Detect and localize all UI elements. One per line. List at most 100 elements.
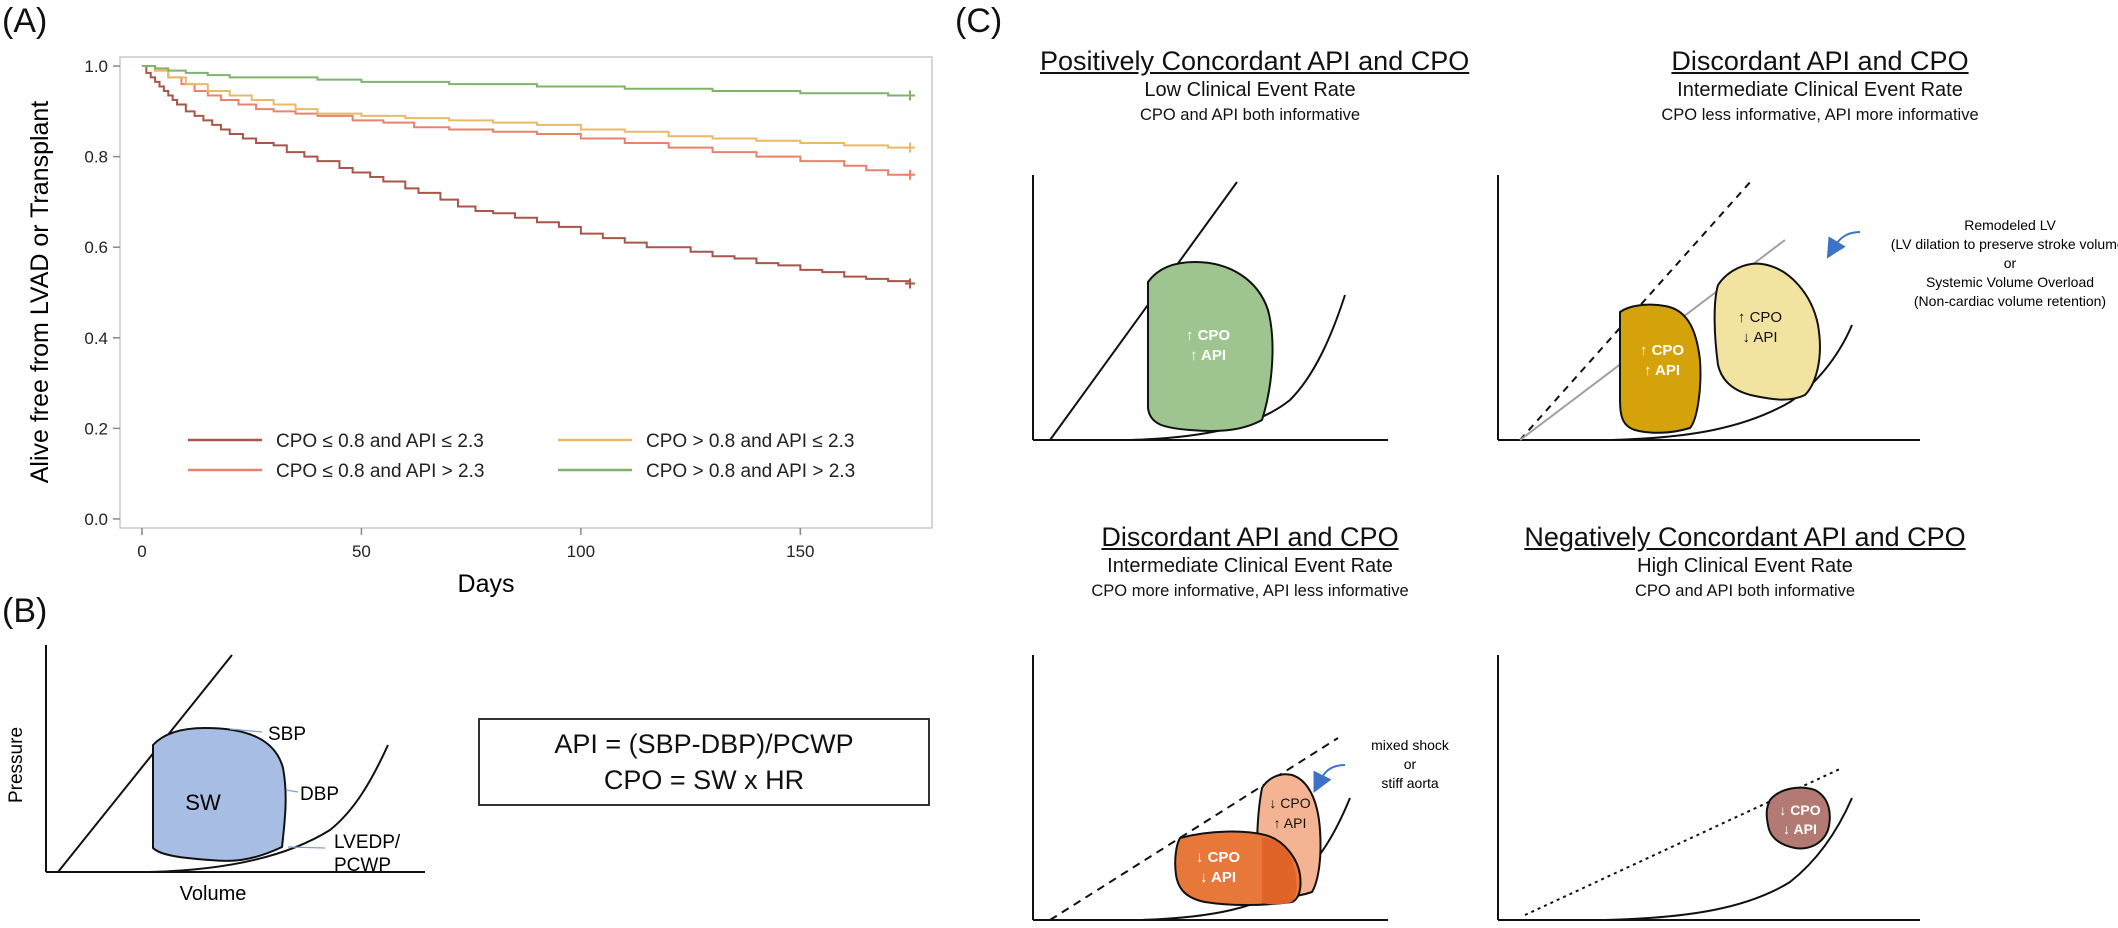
scenario-4-title: Negatively Concordant API and CPO xyxy=(1524,522,1966,552)
scenario-3-detail: CPO more informative, API less informati… xyxy=(1091,582,1409,600)
lvedp-label: LVEDP/ xyxy=(334,832,401,853)
s2-loop-2-api: ↓ API xyxy=(1742,329,1777,346)
pv-loop xyxy=(152,726,287,862)
s3-note-line1: mixed shock xyxy=(1371,737,1450,753)
sbp-label: SBP xyxy=(268,724,306,745)
plot-frame xyxy=(119,56,933,529)
s2-loop-2 xyxy=(1713,262,1821,401)
km-series-1-line xyxy=(141,65,912,284)
s3-espvr-line xyxy=(1049,737,1339,921)
scenario-4-detail: CPO and API both informative xyxy=(1634,582,1856,600)
s1-edpvr-curve xyxy=(1129,294,1346,441)
km-series-2-censor-mark xyxy=(905,169,916,180)
s2-loop-1 xyxy=(1619,303,1702,434)
dbp-label: DBP xyxy=(300,784,339,805)
s2-note-line5: (Non-cardiac volume retention) xyxy=(1914,293,2106,309)
y-axis: 0.0 0.2 0.4 0.6 0.8 1.0 xyxy=(84,57,120,529)
s1-api-label: ↑ API xyxy=(1190,347,1226,364)
km-series-3-censor-mark xyxy=(905,142,916,153)
scenario-1-header: Positively Concordant API and CPO Low Cl… xyxy=(1040,46,1470,125)
x-tick-label: 0 xyxy=(137,542,146,561)
pressure-label: Pressure xyxy=(6,727,27,803)
s3-loop-1-api: ↓ API xyxy=(1200,869,1236,886)
km-chart: 0.0 0.2 0.4 0.6 0.8 1.0 0 50 100 150 Days Alive … xyxy=(26,56,933,598)
legend-label-4: CPO > 0.8 and API > 2.3 xyxy=(646,461,855,482)
x-axis: 0 50 100 150 xyxy=(137,528,815,561)
s2-note-arrow xyxy=(1826,231,1861,259)
s2-note-line3: or xyxy=(2004,255,2017,271)
legend-label-1: CPO ≤ 0.8 and API ≤ 2.3 xyxy=(276,431,484,452)
km-series-4-line xyxy=(141,65,911,97)
x-axis-label: Days xyxy=(458,570,515,598)
scenario-3-subtitle: Intermediate Clinical Event Rate xyxy=(1107,555,1393,577)
s4-cpo-label: ↓ CPO xyxy=(1779,802,1820,818)
x-tick-label: 50 xyxy=(352,542,371,561)
volume-label: Volume xyxy=(180,883,247,905)
panel-b-label: (B) xyxy=(2,592,48,630)
pcwp-label: PCWP xyxy=(334,855,391,876)
y-tick-label: 0.2 xyxy=(84,419,108,438)
scenario-2-detail: CPO less informative, API more informati… xyxy=(1661,106,1979,124)
s4-api-label: ↓ API xyxy=(1783,821,1817,837)
scenario-2-subtitle: Intermediate Clinical Event Rate xyxy=(1677,79,1963,101)
scenario-1-title: Positively Concordant API and CPO xyxy=(1040,46,1470,76)
s1-cpo-label: ↑ CPO xyxy=(1186,327,1231,344)
scenario-4-header: Negatively Concordant API and CPO High C… xyxy=(1520,522,1970,601)
legend-label-2: CPO ≤ 0.8 and API > 2.3 xyxy=(276,461,484,482)
s3-loop-1-cpo: ↓ CPO xyxy=(1196,849,1241,866)
scenario-1-detail: CPO and API both informative xyxy=(1139,106,1361,124)
s3-note-arrow xyxy=(1313,764,1346,793)
y-tick-label: 0.8 xyxy=(84,148,108,167)
legend-label-3: CPO > 0.8 and API ≤ 2.3 xyxy=(646,431,854,452)
s1-pv-loop xyxy=(1147,260,1274,432)
survival-curves xyxy=(141,65,916,289)
panel-c-label: (C) xyxy=(955,2,1003,40)
sw-label: SW xyxy=(185,790,221,815)
cpo-formula: CPO = SW x HR xyxy=(603,765,805,795)
s4-espvr-line xyxy=(1524,767,1843,916)
y-tick-label: 0.0 xyxy=(84,510,108,529)
scenario-3-header: Discordant API and CPO Intermediate Clin… xyxy=(1040,522,1460,601)
s3-note-line3: stiff aorta xyxy=(1381,775,1439,791)
formula-box: API = (SBP-DBP)/PCWP CPO = SW x HR xyxy=(478,718,930,806)
km-series-4-censor-mark xyxy=(905,90,916,101)
s2-note-line2: (LV dilation to preserve stroke volume) xyxy=(1891,236,2118,252)
km-series-3-line xyxy=(141,65,911,149)
s3-loop-2-cpo: ↓ CPO xyxy=(1269,795,1310,811)
s4-pv-loop xyxy=(1765,786,1831,850)
s3-loop-overlap xyxy=(1262,837,1297,905)
scenario-diagrams: ↑ CPO ↑ API ↑ CPO ↑ API ↑ CPO ↓ API Remo… xyxy=(1032,175,2118,921)
s1-espvr-line xyxy=(1049,181,1238,441)
scenario-2-diagram: ↑ CPO ↑ API ↑ CPO ↓ API Remodeled LV (LV… xyxy=(1497,175,2118,441)
scenario-3-title: Discordant API and CPO xyxy=(1101,522,1399,552)
s4-edpvr-curve xyxy=(1604,797,1853,921)
edpvr-curve xyxy=(149,744,389,873)
s3-note-line2: or xyxy=(1404,756,1417,772)
s2-loop-2-cpo: ↑ CPO xyxy=(1738,309,1782,326)
y-tick-label: 0.6 xyxy=(84,238,108,257)
s2-note-line1: Remodeled LV xyxy=(1964,217,2056,233)
s2-loop-1-api: ↑ API xyxy=(1644,362,1680,379)
s2-note-line4: Systemic Volume Overload xyxy=(1926,274,2094,290)
x-tick-label: 150 xyxy=(786,542,814,561)
y-tick-label: 1.0 xyxy=(84,57,108,76)
legend: CPO ≤ 0.8 and API ≤ 2.3 CPO ≤ 0.8 and API… xyxy=(188,431,855,482)
scenario-4-diagram: ↓ CPO ↓ API xyxy=(1497,655,1920,921)
s2-loop-1-cpo: ↑ CPO xyxy=(1640,342,1685,359)
x-tick-label: 100 xyxy=(567,542,595,561)
scenario-2-title: Discordant API and CPO xyxy=(1671,46,1969,76)
s2-edpvr-curve xyxy=(1611,324,1853,441)
km-series-2-line xyxy=(141,65,911,176)
y-axis-label: Alive free from LVAD or Transplant xyxy=(26,101,54,484)
km-series-1-censor-mark xyxy=(905,278,916,289)
lvedp-pointer xyxy=(287,846,326,849)
scenario-1-subtitle: Low Clinical Event Rate xyxy=(1144,79,1356,101)
scenario-3-diagram: ↓ CPO ↓ API ↓ CPO ↑ API mixed shock or s… xyxy=(1032,655,1450,921)
scenario-1-diagram: ↑ CPO ↑ API xyxy=(1032,175,1388,441)
dbp-pointer xyxy=(285,789,299,793)
scenario-2-header: Discordant API and CPO Intermediate Clin… xyxy=(1630,46,2010,125)
s3-loop-2-api: ↑ API xyxy=(1274,815,1307,831)
sbp-pointer xyxy=(229,728,263,733)
espvr-line xyxy=(57,654,233,873)
api-formula: API = (SBP-DBP)/PCWP xyxy=(554,729,854,759)
